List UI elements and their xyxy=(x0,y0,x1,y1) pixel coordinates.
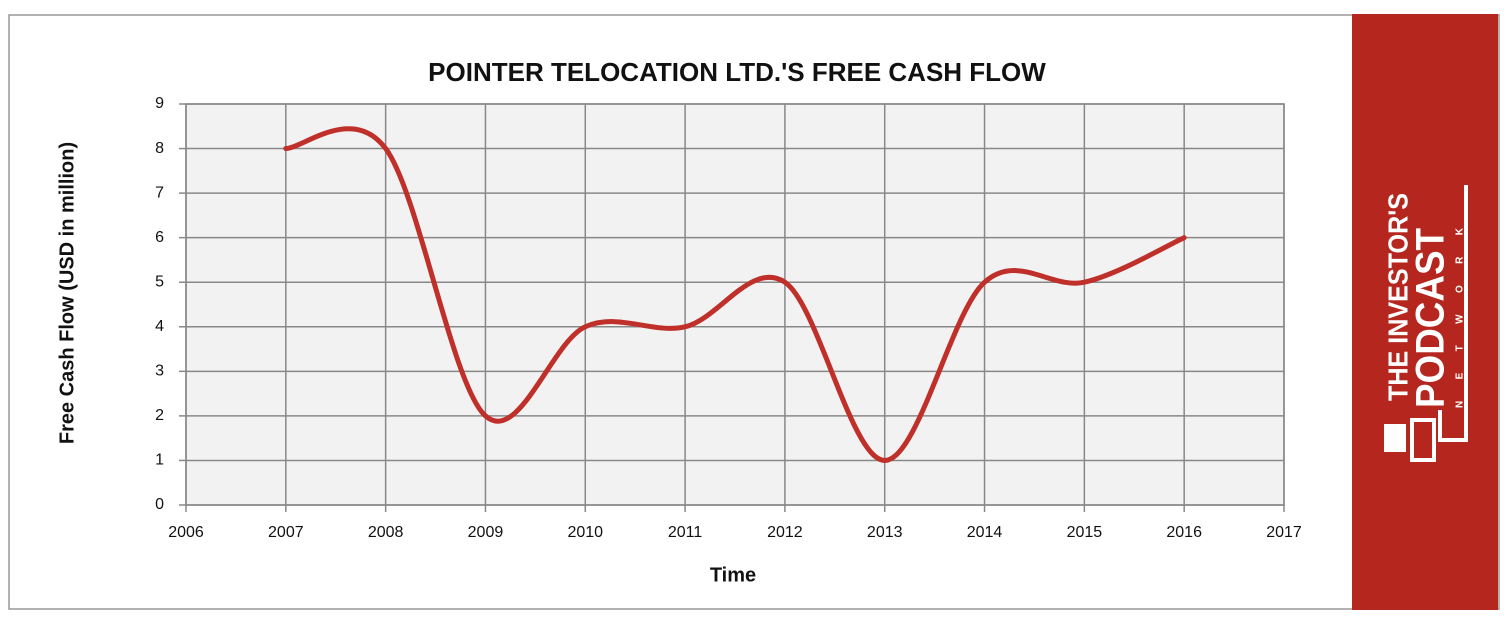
logo-line3: NETWORK xyxy=(1455,227,1466,408)
x-tick-label: 2006 xyxy=(168,524,204,541)
logo-icon xyxy=(1438,185,1468,442)
x-tick-label: 2009 xyxy=(468,524,504,541)
x-tick-label: 2016 xyxy=(1166,524,1202,541)
plot-area xyxy=(186,104,1284,505)
y-axis-label: Free Cash Flow (USD in million) xyxy=(56,142,78,444)
y-tick-label: 0 xyxy=(155,496,164,513)
x-tick-label: 2012 xyxy=(767,524,803,541)
y-tick-label: 6 xyxy=(155,229,164,246)
logo-panel xyxy=(1352,14,1498,610)
y-tick-label: 7 xyxy=(155,184,164,201)
x-tick-label: 2011 xyxy=(668,524,703,541)
x-tick-label: 2007 xyxy=(268,524,304,541)
y-tick-label: 5 xyxy=(155,273,164,290)
x-axis-label: Time xyxy=(710,564,756,586)
x-tick-label: 2008 xyxy=(368,524,404,541)
plot-border xyxy=(185,103,1285,506)
x-tick-label: 2017 xyxy=(1266,524,1302,541)
logo-line1: THE INVESTOR'S xyxy=(1382,193,1413,401)
x-tick-label: 2015 xyxy=(1067,524,1103,541)
x-tick-label: 2010 xyxy=(567,524,603,541)
logo-line2: PODCAST xyxy=(1409,228,1453,408)
y-tick-label: 3 xyxy=(155,363,164,380)
x-tick-label: 2013 xyxy=(867,524,903,541)
logo: THE INVESTOR'S PODCAST NETWORK xyxy=(1352,14,1498,610)
y-tick-label: 9 xyxy=(155,95,164,112)
chart-title: POINTER TELOCATION LTD.'S FREE CASH FLOW xyxy=(428,57,1046,87)
line xyxy=(283,126,1187,463)
x-tick-label: 2014 xyxy=(967,524,1003,541)
logo-icon xyxy=(1410,418,1436,462)
y-tick-label: 2 xyxy=(155,407,164,424)
y-tick-label: 4 xyxy=(155,318,164,335)
y-tick-label: 1 xyxy=(155,452,164,469)
y-tick-label: 8 xyxy=(155,140,164,157)
logo-icon xyxy=(1384,424,1406,452)
